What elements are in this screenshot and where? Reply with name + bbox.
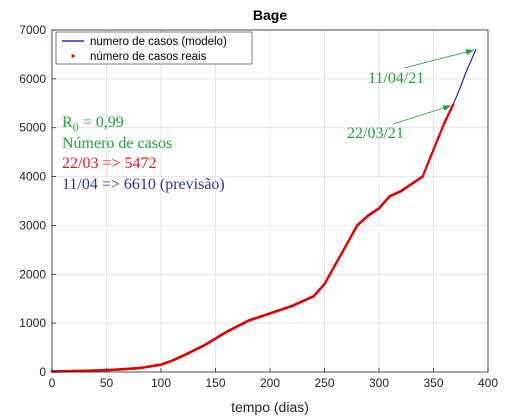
arrow-top-head bbox=[465, 49, 475, 55]
y-tick-label: 7000 bbox=[19, 23, 46, 37]
legend-box bbox=[55, 31, 253, 65]
annotations: R0 = 0,99 Número de casos 22/03 => 5472 … bbox=[62, 49, 475, 193]
x-tick-label: 50 bbox=[100, 376, 114, 390]
real-case-point bbox=[430, 151, 434, 155]
real-cases-line: 22/03 => 5472 bbox=[62, 155, 157, 172]
real-case-point bbox=[435, 139, 439, 143]
x-tick-label: 250 bbox=[314, 376, 334, 390]
x-tick-label: 100 bbox=[151, 376, 171, 390]
real-case-point bbox=[438, 133, 441, 136]
real-case-point bbox=[428, 158, 431, 161]
arrow-bottom-label: 22/03/21 bbox=[347, 125, 404, 142]
x-tick-label: 200 bbox=[260, 376, 280, 390]
real-case-point bbox=[433, 144, 437, 147]
x-tick-label: 350 bbox=[423, 376, 443, 390]
real-case-point bbox=[425, 164, 429, 168]
y-tick-label: 0 bbox=[39, 365, 46, 379]
real-case-point bbox=[423, 170, 426, 174]
real-case-point bbox=[441, 124, 445, 128]
arrow-bottom-head bbox=[442, 105, 452, 111]
legend: numero de casos (modelo) número de casos… bbox=[55, 31, 253, 65]
y-tick-label: 6000 bbox=[19, 72, 46, 86]
real-case-point bbox=[434, 141, 438, 145]
real-case-point bbox=[437, 135, 441, 139]
r0-symbol: R bbox=[62, 114, 73, 131]
y-axis-ticks: 0 1000 2000 3000 4000 5000 6000 7000 bbox=[19, 23, 56, 379]
x-axis-ticks: 0 50 100 150 200 250 300 350 400 bbox=[49, 368, 498, 390]
r0-subscript: 0 bbox=[73, 120, 79, 134]
x-tick-label: 300 bbox=[369, 376, 389, 390]
chart-title: Bage bbox=[253, 7, 287, 23]
x-axis-label: tempo (dias) bbox=[231, 399, 309, 415]
forecast-line: 11/04 => 6610 (previsão) bbox=[62, 176, 225, 193]
y-tick-label: 5000 bbox=[19, 121, 46, 135]
legend-real-swatch bbox=[71, 54, 75, 58]
real-case-point bbox=[423, 168, 427, 172]
real-case-point bbox=[436, 137, 440, 141]
arrow-top bbox=[403, 49, 475, 69]
real-case-point bbox=[427, 160, 431, 163]
real-case-point bbox=[432, 148, 435, 151]
y-tick-label: 3000 bbox=[19, 218, 46, 232]
r0-annotation: R0 = 0,99 bbox=[62, 114, 124, 134]
real-case-point bbox=[439, 131, 442, 134]
real-cases-series bbox=[50, 103, 455, 373]
y-tick-label: 2000 bbox=[19, 267, 46, 281]
real-case-point bbox=[433, 146, 436, 149]
real-case-point bbox=[440, 129, 443, 132]
y-tick-label: 4000 bbox=[19, 170, 46, 184]
r0-value: = 0,99 bbox=[79, 114, 124, 131]
real-case-point bbox=[429, 155, 432, 159]
y-tick-label: 1000 bbox=[19, 316, 46, 330]
real-case-point bbox=[426, 162, 430, 165]
x-tick-label: 0 bbox=[49, 376, 56, 390]
real-case-point bbox=[451, 103, 455, 106]
arrow-bottom bbox=[392, 105, 452, 125]
real-case-point bbox=[424, 166, 428, 170]
arrow-top-label: 11/04/21 bbox=[368, 70, 424, 87]
real-case-point bbox=[422, 173, 425, 176]
legend-model-label: numero de casos (modelo) bbox=[90, 36, 227, 48]
cases-heading: Número de casos bbox=[62, 135, 172, 152]
real-case-point bbox=[430, 153, 433, 157]
x-tick-label: 400 bbox=[478, 376, 498, 390]
legend-real-label: número de casos reais bbox=[90, 51, 207, 63]
real-case-point bbox=[440, 126, 444, 130]
x-tick-label: 150 bbox=[205, 376, 225, 390]
real-case-point bbox=[421, 175, 424, 178]
